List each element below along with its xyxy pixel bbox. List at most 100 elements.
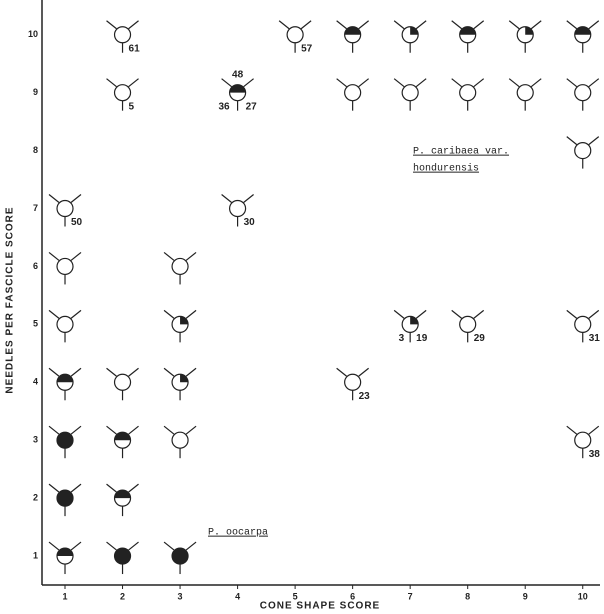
glyph-arm — [588, 136, 600, 146]
annotation: P. caribaea var. — [413, 146, 509, 158]
glyph-body — [286, 26, 304, 44]
glyph — [106, 425, 139, 459]
glyph-body — [574, 431, 592, 449]
glyph-body — [56, 431, 74, 449]
glyph-body — [171, 257, 189, 276]
x-tick-label: 2 — [120, 591, 125, 601]
glyph — [163, 367, 197, 401]
glyph — [221, 78, 254, 111]
glyph-label: 29 — [474, 333, 486, 344]
glyph-arm — [243, 78, 254, 88]
glyph-arm — [336, 367, 348, 377]
y-tick-label: 9 — [33, 87, 38, 97]
glyph-label: 30 — [244, 217, 256, 228]
glyph — [393, 20, 427, 53]
glyph — [451, 20, 485, 53]
glyph-label: 57 — [301, 43, 313, 54]
glyph-body — [113, 26, 132, 44]
glyph-arm — [48, 541, 60, 551]
glyph-arm — [415, 20, 427, 30]
glyph-label: 48 — [232, 69, 244, 80]
glyph-body — [459, 84, 477, 102]
y-tick-label: 2 — [33, 492, 38, 502]
glyph-arm — [588, 425, 600, 435]
x-tick-label: 6 — [350, 591, 355, 601]
glyph-arm — [70, 367, 82, 377]
glyph-body — [574, 315, 592, 333]
glyph-arm — [48, 251, 60, 261]
glyph-arm — [106, 78, 117, 88]
glyph — [106, 78, 139, 111]
glyph-label: 36 — [218, 101, 230, 112]
glyph-shade — [114, 432, 131, 441]
glyph-arm — [128, 483, 139, 493]
x-tick-label: 8 — [465, 591, 470, 601]
glyph — [48, 194, 82, 227]
glyph-arm — [163, 367, 175, 377]
x-tick-label: 1 — [63, 591, 68, 601]
glyph-arm — [588, 78, 600, 88]
glyph-label: 27 — [246, 101, 258, 112]
glyph — [336, 20, 370, 53]
glyph-arm — [128, 541, 139, 551]
glyph-shade — [114, 490, 131, 499]
y-tick-label: 10 — [28, 29, 38, 39]
glyph — [566, 20, 600, 53]
glyph-arm — [128, 20, 139, 30]
glyph-body — [401, 84, 419, 102]
glyph-arm — [300, 20, 312, 30]
glyph-arm — [70, 251, 82, 261]
glyph-arm — [106, 20, 117, 30]
glyph — [566, 425, 600, 459]
glyph-arm — [106, 483, 117, 493]
glyph-label: 61 — [129, 43, 141, 54]
glyph — [221, 194, 254, 227]
glyph-arm — [358, 78, 370, 88]
glyph-arm — [393, 20, 405, 30]
glyph-arm — [358, 367, 370, 377]
glyph-arm — [393, 78, 405, 88]
glyph-arm — [336, 78, 348, 88]
glyph-label: 3 — [399, 333, 405, 344]
glyph-arm — [185, 425, 197, 435]
glyph — [106, 20, 139, 53]
glyph-arm — [451, 78, 463, 88]
glyph-arm — [128, 78, 139, 88]
glyph-arm — [566, 78, 578, 88]
y-tick-label: 7 — [33, 203, 38, 213]
y-axis-label: NEEDLES PER FASCICLE SCORE — [5, 206, 16, 393]
glyph-label: 5 — [129, 101, 135, 112]
glyph-body — [56, 199, 74, 218]
glyph-arm — [106, 367, 117, 377]
glyph-arm — [451, 20, 463, 30]
x-tick-label: 7 — [408, 591, 413, 601]
glyph-shade — [57, 548, 74, 557]
glyph — [48, 367, 82, 401]
glyph-label: 31 — [589, 333, 601, 344]
y-tick-label: 5 — [33, 319, 38, 329]
glyph-arm — [70, 194, 82, 203]
glyph-body — [516, 84, 534, 102]
glyph-body — [113, 373, 132, 391]
glyph-arm — [185, 309, 197, 319]
glyph — [393, 309, 427, 343]
glyph-body — [344, 84, 362, 102]
glyph-shade — [229, 84, 246, 93]
glyph-arm — [473, 78, 485, 88]
x-tick-label: 9 — [523, 591, 528, 601]
glyph — [566, 78, 600, 111]
glyph-body — [344, 373, 362, 391]
glyph-arm — [336, 20, 348, 30]
glyph-shade — [180, 374, 189, 383]
glyph-shade — [344, 26, 361, 35]
glyph-arm — [473, 20, 485, 30]
glyph — [48, 483, 82, 517]
glyph-arm — [163, 251, 175, 261]
glyph — [163, 541, 197, 575]
y-tick-label: 4 — [33, 377, 38, 387]
y-tick-label: 3 — [33, 435, 38, 445]
glyph — [393, 78, 427, 111]
glyph-body — [56, 315, 74, 333]
glyph — [566, 136, 600, 169]
glyph-arm — [163, 309, 175, 319]
